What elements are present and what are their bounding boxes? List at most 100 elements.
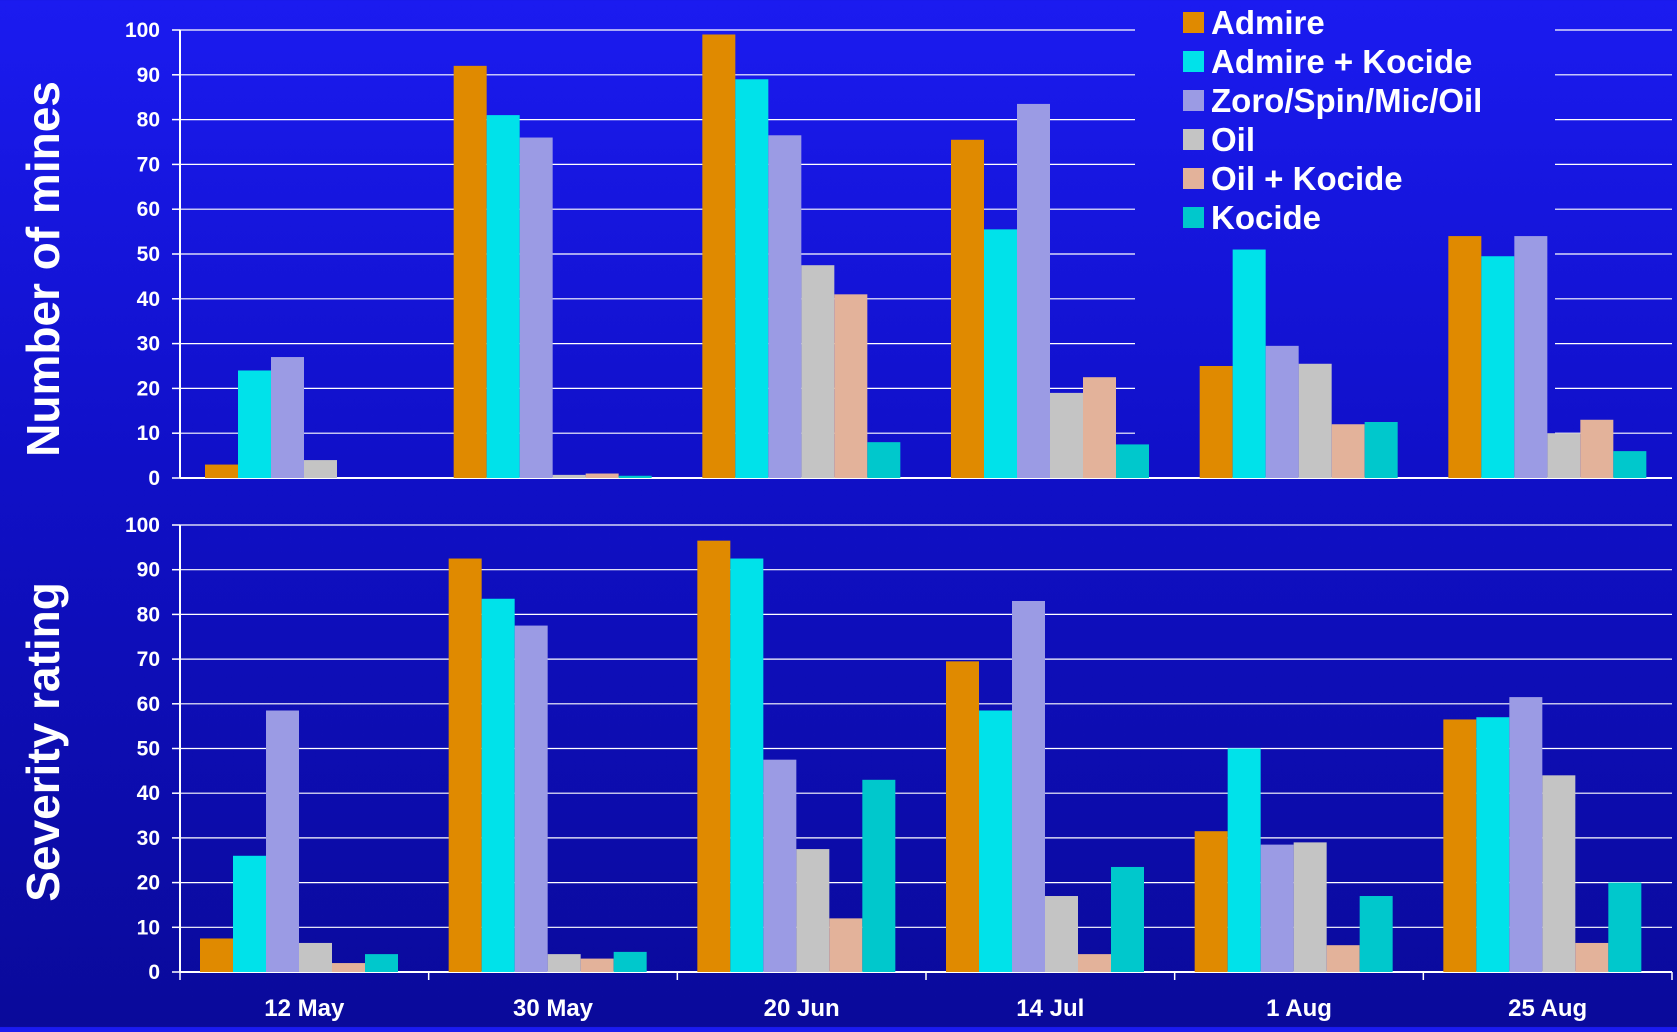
y-tick-label: 80 bbox=[137, 109, 160, 132]
bar bbox=[1298, 363, 1332, 478]
bar bbox=[829, 918, 863, 972]
bar bbox=[1575, 942, 1609, 972]
legend-label: Admire bbox=[1211, 4, 1325, 41]
bar bbox=[205, 464, 238, 478]
bar bbox=[1331, 424, 1365, 478]
bar bbox=[299, 942, 332, 972]
y-axis-title: Number of mines bbox=[17, 81, 69, 457]
y-tick-label: 60 bbox=[137, 693, 160, 716]
bar bbox=[768, 135, 802, 478]
bar bbox=[951, 139, 984, 478]
legend-swatch bbox=[1183, 207, 1204, 228]
bar bbox=[1608, 882, 1642, 972]
bar bbox=[763, 759, 797, 972]
bar bbox=[730, 558, 764, 972]
bar bbox=[580, 958, 614, 972]
y-tick-label: 90 bbox=[137, 559, 160, 582]
y-tick-label: 90 bbox=[137, 64, 160, 87]
bar bbox=[618, 475, 652, 478]
bar bbox=[1116, 444, 1149, 478]
bar bbox=[365, 954, 398, 972]
y-tick-label: 50 bbox=[137, 738, 160, 761]
bar bbox=[1111, 866, 1144, 972]
legend-swatch bbox=[1183, 12, 1204, 33]
y-tick-label: 20 bbox=[137, 377, 160, 400]
bar bbox=[697, 540, 731, 972]
bar bbox=[271, 357, 304, 478]
y-tick-label: 100 bbox=[125, 514, 160, 537]
bar bbox=[979, 710, 1012, 972]
bar bbox=[519, 137, 553, 478]
legend-swatch bbox=[1183, 129, 1204, 150]
bar bbox=[486, 115, 520, 479]
bar bbox=[332, 963, 365, 972]
bar bbox=[200, 938, 233, 972]
y-tick-label: 0 bbox=[148, 961, 160, 984]
bar bbox=[867, 442, 901, 478]
bar bbox=[1542, 775, 1576, 972]
bar bbox=[453, 65, 487, 478]
legend-label: Admire + Kocide bbox=[1211, 43, 1472, 80]
bar bbox=[1012, 600, 1045, 972]
bar bbox=[1359, 896, 1393, 972]
bar bbox=[304, 460, 337, 478]
bar bbox=[1232, 249, 1266, 478]
y-tick-label: 40 bbox=[137, 288, 160, 311]
bar bbox=[233, 855, 266, 972]
bar bbox=[702, 34, 736, 478]
bar bbox=[735, 79, 769, 478]
bar bbox=[1326, 945, 1360, 972]
bar bbox=[481, 598, 515, 972]
bar bbox=[834, 294, 868, 478]
bar bbox=[1509, 697, 1543, 972]
bar bbox=[1017, 103, 1050, 479]
bar bbox=[1260, 844, 1294, 972]
y-axis-title: Severity rating bbox=[17, 582, 69, 902]
bar bbox=[1227, 748, 1261, 972]
y-tick-label: 70 bbox=[137, 153, 160, 176]
bar bbox=[1045, 896, 1078, 972]
bar bbox=[1293, 842, 1327, 972]
y-tick-label: 80 bbox=[137, 603, 160, 626]
bar bbox=[266, 710, 299, 972]
bar bbox=[1547, 433, 1581, 478]
bar bbox=[1443, 719, 1477, 972]
x-tick-label: 25 Aug bbox=[1508, 995, 1587, 1022]
bar bbox=[1613, 451, 1647, 478]
bar bbox=[1481, 256, 1515, 478]
y-tick-label: 70 bbox=[137, 648, 160, 671]
y-tick-label: 10 bbox=[137, 916, 160, 939]
legend-label: Oil + Kocide bbox=[1211, 160, 1403, 197]
y-tick-label: 100 bbox=[125, 19, 160, 42]
y-tick-label: 50 bbox=[137, 243, 160, 266]
bar bbox=[552, 474, 586, 478]
legend-label: Zoro/Spin/Mic/Oil bbox=[1211, 82, 1482, 119]
bar bbox=[862, 779, 896, 972]
bar bbox=[613, 951, 647, 972]
bar bbox=[801, 265, 835, 478]
y-tick-label: 30 bbox=[137, 827, 160, 850]
bar bbox=[1364, 422, 1398, 478]
bar bbox=[1199, 366, 1233, 478]
bar bbox=[514, 625, 548, 972]
x-tick-label: 14 Jul bbox=[1016, 995, 1084, 1022]
bar bbox=[1265, 345, 1299, 478]
bar bbox=[1448, 236, 1482, 478]
y-tick-label: 40 bbox=[137, 782, 160, 805]
bar bbox=[448, 558, 482, 972]
bar bbox=[1083, 377, 1116, 478]
bar bbox=[796, 849, 830, 972]
x-tick-label: 1 Aug bbox=[1266, 995, 1332, 1022]
y-tick-label: 60 bbox=[137, 198, 160, 221]
bar bbox=[585, 473, 619, 478]
bar bbox=[547, 954, 581, 972]
x-tick-label: 20 Jun bbox=[764, 995, 840, 1022]
y-tick-label: 20 bbox=[137, 872, 160, 895]
y-tick-label: 10 bbox=[137, 422, 160, 445]
y-tick-label: 0 bbox=[148, 467, 160, 490]
x-tick-label: 12 May bbox=[264, 995, 345, 1022]
legend-label: Oil bbox=[1211, 121, 1255, 158]
legend-swatch bbox=[1183, 90, 1204, 111]
